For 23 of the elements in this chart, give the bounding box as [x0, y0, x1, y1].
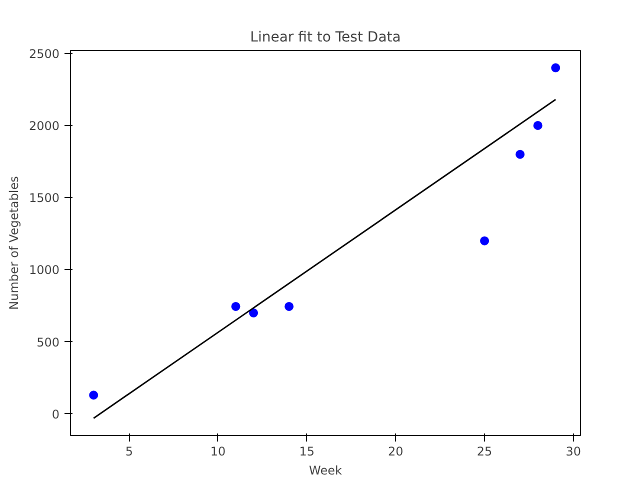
x-tick-label: 25 [476, 444, 492, 458]
point [231, 302, 240, 311]
x-tick-label: 20 [388, 444, 404, 458]
x-tick-label: 10 [210, 444, 226, 458]
point [249, 308, 258, 318]
point [480, 236, 490, 246]
point [533, 120, 542, 130]
point [516, 150, 525, 159]
x-tick-label: 15 [299, 444, 314, 458]
y-tick-label: 500 [36, 335, 60, 350]
x-tick-label: 5 [125, 444, 133, 458]
y-axis-title: Number of Vegetables [6, 176, 21, 310]
x-tick-label: 30 [566, 444, 582, 458]
x-axis-title: Week [309, 464, 342, 478]
y-tick-label: 1500 [28, 191, 60, 206]
y-tick-label: 0 [52, 407, 60, 422]
point [89, 390, 98, 400]
y-tick-label: 2500 [28, 46, 60, 61]
y-tick-label: 1000 [28, 263, 60, 278]
y-tick-label: 2000 [28, 118, 60, 133]
point [284, 302, 294, 311]
chart-title: Linear fit to Test Data [250, 30, 401, 46]
point [551, 63, 560, 72]
